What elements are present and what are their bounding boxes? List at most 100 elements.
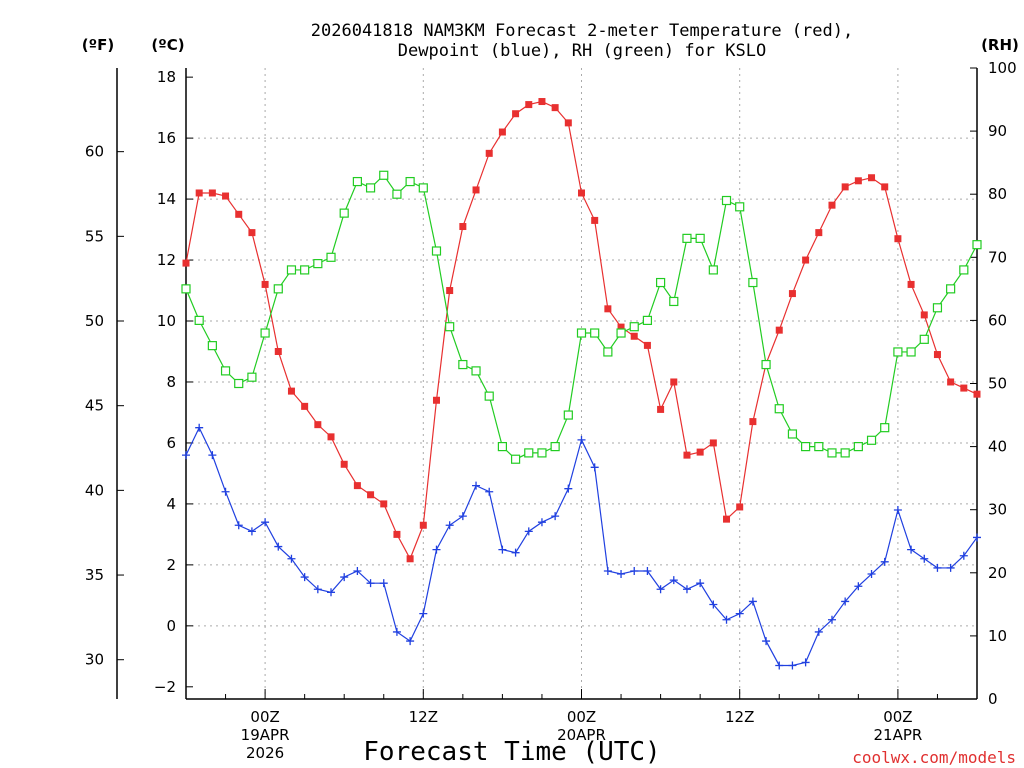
rh-tick-label: 40: [988, 438, 1007, 456]
dewpoint-point: [340, 573, 349, 582]
rh-point: [655, 277, 666, 288]
dewpoint-point: [300, 573, 309, 582]
dewpoint-point: [827, 615, 836, 624]
chart-axes: [116, 68, 978, 700]
rh-point: [721, 195, 732, 206]
dewpoint-point: [959, 551, 968, 560]
rh-point: [405, 176, 415, 187]
rh-point: [431, 246, 442, 256]
series-temperature: [182, 98, 981, 563]
temperature-point: [301, 402, 309, 410]
dewpoint-point: [907, 545, 916, 554]
rh-point: [840, 448, 850, 458]
celsius-axis-ticks: −2 0 2 4 6 8 10 12 14 16 18: [154, 68, 193, 696]
dewpoint-point: [419, 609, 428, 618]
time-tick-label: 20APR: [557, 726, 606, 744]
rh-point: [220, 366, 231, 376]
rh-point: [616, 328, 626, 338]
dewpoint-point: [762, 637, 771, 646]
rh-point: [801, 442, 811, 452]
celsius-tick-label: 8: [166, 373, 176, 391]
rh-point: [761, 359, 771, 370]
temperature-point: [696, 448, 704, 456]
dewpoint-point: [287, 554, 296, 563]
dewpoint-point: [669, 576, 678, 585]
rh-point: [919, 334, 929, 344]
temperature-point: [367, 491, 375, 499]
rh-point: [181, 284, 191, 294]
temperature-point: [907, 280, 915, 288]
rh-point: [563, 410, 573, 420]
temperature-point: [933, 351, 941, 359]
time-tick-label: 21APR: [873, 726, 922, 744]
temperature-point: [235, 210, 243, 218]
rh-point: [576, 328, 587, 338]
rh-point: [247, 372, 257, 382]
dewpoint-point: [920, 554, 929, 563]
temperature-point: [815, 229, 823, 237]
dewpoint-point: [182, 451, 190, 460]
celsius-tick-label: 10: [157, 312, 176, 330]
dewpoint-point: [261, 518, 270, 527]
rh-point: [300, 265, 310, 275]
dewpoint-point: [353, 566, 362, 575]
rh-point: [510, 454, 521, 464]
temperature-point: [578, 189, 585, 197]
temperature-point: [591, 216, 599, 224]
rh-point: [550, 442, 560, 452]
temperature-point: [498, 128, 506, 136]
temperature-point: [841, 183, 849, 191]
rh-axis-ticks: 0 10 20 30 40 50 60 70 80 90 100: [970, 59, 1017, 708]
temperature-point: [973, 390, 981, 398]
temperature-point: [854, 177, 862, 185]
dewpoint-point: [498, 545, 507, 554]
dewpoint-point: [880, 557, 889, 566]
celsius-tick-label: 0: [166, 617, 176, 635]
temperature-point: [670, 378, 678, 386]
temperature-point: [419, 521, 427, 529]
dewpoint-point: [630, 566, 639, 575]
dewpoint-point: [656, 585, 665, 594]
dewpoint-point: [617, 570, 626, 579]
rh-point: [814, 442, 824, 452]
rh-point: [524, 448, 534, 458]
fahrenheit-tick-label: 45: [85, 397, 104, 415]
rh-point: [682, 233, 692, 243]
temperature-point: [472, 186, 480, 194]
series-layer: [181, 98, 982, 670]
rh-point: [273, 284, 283, 294]
dewpoint-point: [327, 588, 336, 597]
dewpoint-point: [801, 658, 810, 667]
celsius-tick-label: 18: [157, 68, 176, 86]
temperature-point: [617, 323, 625, 331]
temperature-point: [327, 433, 335, 441]
time-tick-label: 00Z: [883, 708, 912, 726]
time-tick-label: 2026: [246, 744, 284, 762]
temperature-point: [947, 378, 955, 386]
rh-point: [313, 259, 323, 269]
temperature-point: [960, 384, 968, 392]
celsius-tick-label: 4: [166, 495, 176, 513]
temperature-point: [551, 104, 559, 112]
temperature-point: [828, 201, 836, 209]
dewpoint-point: [313, 585, 322, 594]
rh-point: [827, 448, 837, 458]
fahrenheit-tick-label: 30: [85, 651, 104, 669]
celsius-tick-label: −2: [154, 678, 176, 696]
dewpoint-point: [485, 487, 494, 496]
dewpoint-point: [234, 521, 243, 530]
dewpoint-point: [682, 585, 691, 594]
dewpoint-point: [709, 600, 718, 609]
temperature-point: [314, 421, 322, 429]
dewpoint-point: [577, 435, 586, 444]
temperature-point: [459, 223, 467, 231]
rh-point: [906, 347, 916, 357]
rh-point: [339, 208, 349, 218]
dewpoint-point: [788, 661, 797, 670]
rh-tick-label: 10: [988, 627, 1007, 645]
dewpoint-point: [379, 579, 388, 588]
rh-point: [880, 423, 890, 433]
rh-tick-label: 70: [988, 248, 1007, 266]
temperature-point: [881, 183, 889, 191]
